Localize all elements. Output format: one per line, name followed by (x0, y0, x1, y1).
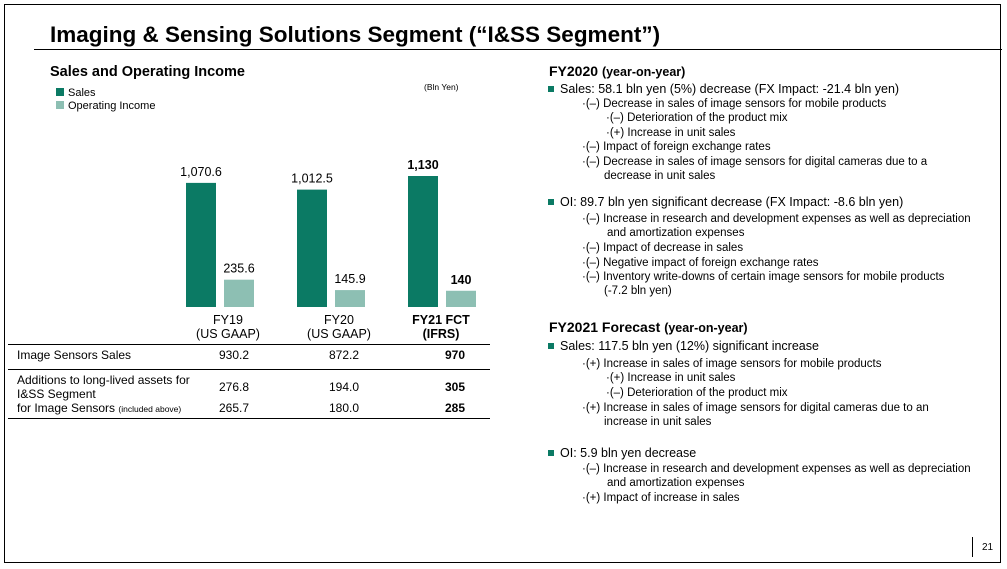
legend-oi: Operating Income (56, 100, 155, 112)
fy2020-sales-text: Sales: 58.1 bln yen (5%) decrease (FX Im… (560, 82, 900, 96)
row-label-additions-line1: Additions to long-lived assets for (17, 373, 190, 387)
category-fy21-line2: (IFRS) (422, 327, 460, 341)
sales-bar-0 (186, 182, 216, 307)
legend-sales-label: Sales (68, 87, 96, 99)
page-number-divider (972, 537, 973, 557)
fy2021-sales-item-1: ·(+) Increase in sales of image sensors … (582, 358, 882, 370)
cell-iss-fy19: 930.2 (218, 348, 250, 362)
fy2021-heading-sub: (year-on-year) (664, 321, 748, 335)
sales-bar-2 (408, 176, 438, 307)
fy2020-sales-item-5-cont: decrease in unit sales (604, 170, 716, 182)
fy2020-sales-item-1: ·(–) Decrease in sales of image sensors … (582, 98, 887, 110)
fy2021-sales-item-3: ·(–) Deterioration of the product mix (606, 387, 788, 399)
fy2020-sales-bullet: Sales: 58.1 bln yen (5%) decrease (FX Im… (548, 82, 899, 96)
category-label-fy19: FY19 (US GAAP) (173, 313, 283, 341)
title-underline (34, 49, 1002, 50)
table-mid-rule (8, 369, 490, 370)
legend-oi-label: Operating Income (68, 100, 156, 112)
row-label-for-image-sensors: for Image Sensors (included above) (17, 401, 181, 415)
fy2021-sales-text: Sales: 117.5 bln yen (12%) significant i… (560, 339, 819, 353)
fy2021-oi-item-1-cont: and amortization expenses (607, 477, 745, 489)
cell-add-fy21: 305 (444, 380, 466, 394)
fy2020-oi-item-1-cont: and amortization expenses (607, 227, 745, 239)
cell-add-fy19: 276.8 (218, 380, 250, 394)
fy2020-heading-text: FY2020 (549, 63, 599, 79)
fy2021-sales-bullet: Sales: 117.5 bln yen (12%) significant i… (548, 339, 819, 353)
legend-sales: Sales (56, 87, 96, 99)
fy2020-sales-item-4: ·(–) Impact of foreign exchange rates (582, 141, 771, 153)
slide-frame (4, 4, 1001, 563)
bullet-square-icon (548, 343, 554, 349)
oi-bar-2 (446, 290, 476, 307)
fy2020-oi-item-2: ·(–) Impact of decrease in sales (582, 242, 744, 254)
fy2020-heading-sub: (year-on-year) (601, 65, 686, 79)
fy2020-sales-item-3: ·(+) Increase in unit sales (606, 127, 736, 139)
category-fy21-line1: FY21 FCT (412, 313, 470, 327)
cell-fis-fy19: 265.7 (218, 401, 250, 415)
fy2020-oi-item-3: ·(–) Negative impact of foreign exchange… (582, 257, 819, 269)
legend-oi-swatch (56, 101, 64, 109)
fy2021-sales-item-4-cont: increase in unit sales (604, 416, 712, 428)
category-fy20-line1: FY20 (324, 313, 354, 327)
category-label-fy20: FY20 (US GAAP) (284, 313, 394, 341)
unit-label: (Bln Yen) (424, 82, 459, 92)
row-label-additions-line2: I&SS Segment (17, 387, 96, 401)
chart-title: Sales and Operating Income (50, 64, 245, 80)
fy2020-oi-bullet: OI: 89.7 bln yen significant decrease (F… (548, 195, 903, 209)
fy2020-oi-item-4-cont: (-7.2 bln yen) (604, 285, 672, 297)
bullet-square-icon (548, 199, 554, 205)
legend-sales-swatch (56, 88, 64, 96)
fy2021-oi-item-1: ·(–) Increase in research and developmen… (582, 463, 971, 475)
sales-bar-1 (297, 189, 327, 307)
sales-value-label-1: 1,012.5 (291, 172, 333, 186)
oi-bar-0 (224, 279, 254, 307)
oi-bar-1 (335, 290, 365, 307)
fy2020-oi-text: OI: 89.7 bln yen significant decrease (F… (560, 195, 904, 209)
category-fy19-line2: (US GAAP) (196, 327, 260, 341)
cell-iss-fy21: 970 (444, 348, 466, 362)
bullet-square-icon (548, 450, 554, 456)
page-number: 21 (982, 542, 994, 553)
category-fy20-line2: (US GAAP) (307, 327, 371, 341)
row-label-image-sensors-sales: Image Sensors Sales (17, 348, 132, 362)
bullet-square-icon (548, 86, 554, 92)
row-label-for-image-sensors-text: for Image Sensors (17, 401, 116, 415)
fy2021-oi-item-2: ·(+) Impact of increase in sales (582, 492, 740, 504)
sales-value-label-0: 1,070.6 (180, 165, 222, 179)
cell-fis-fy20: 180.0 (328, 401, 360, 415)
fy2020-sales-item-2: ·(–) Deterioration of the product mix (606, 112, 788, 124)
oi-value-label-2: 140 (451, 273, 472, 287)
oi-value-label-1: 145.9 (334, 272, 365, 286)
fy2021-sales-item-2: ·(+) Increase in unit sales (606, 372, 736, 384)
fy2021-heading: FY2021 Forecast (year-on-year) (549, 319, 748, 335)
fy2021-oi-bullet: OI: 5.9 bln yen decrease (548, 446, 696, 460)
table-bottom-rule (8, 418, 490, 419)
oi-value-label-0: 235.6 (223, 262, 254, 276)
category-label-fy21: FY21 FCT (IFRS) (386, 313, 496, 341)
table-top-rule (8, 344, 490, 345)
fy2020-oi-item-1: ·(–) Increase in research and developmen… (582, 213, 971, 225)
cell-add-fy20: 194.0 (328, 380, 360, 394)
sales-value-label-2: 1,130 (407, 158, 438, 172)
slide-title: Imaging & Sensing Solutions Segment (“I&… (50, 22, 661, 47)
cell-fis-fy21: 285 (444, 401, 466, 415)
category-fy19-line1: FY19 (213, 313, 243, 327)
fy2020-sales-item-5: ·(–) Decrease in sales of image sensors … (582, 156, 928, 168)
fy2020-heading: FY2020 (year-on-year) (549, 63, 685, 79)
fy2021-heading-text: FY2021 Forecast (549, 319, 661, 335)
fy2021-sales-item-4: ·(+) Increase in sales of image sensors … (582, 402, 929, 414)
cell-iss-fy20: 872.2 (328, 348, 360, 362)
fy2021-oi-text: OI: 5.9 bln yen decrease (560, 446, 697, 460)
fy2020-oi-item-4: ·(–) Inventory write-downs of certain im… (582, 271, 945, 283)
row-label-included-note: (included above) (118, 404, 182, 414)
